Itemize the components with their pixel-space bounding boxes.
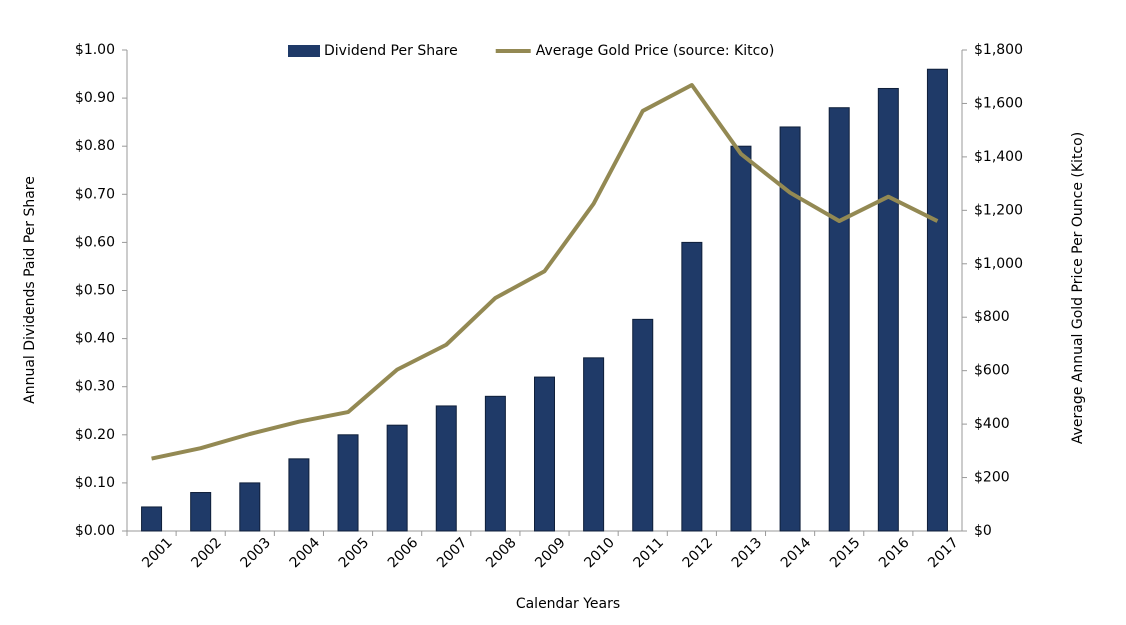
y-tick-label: $0.50 xyxy=(75,283,115,299)
bar xyxy=(779,126,801,532)
bar xyxy=(484,395,506,532)
bar xyxy=(583,357,605,532)
y2-tick-label: $1,000 xyxy=(974,256,1023,272)
y-tick-label: $0.80 xyxy=(75,138,115,154)
bar xyxy=(926,68,948,532)
y2-tick-label: $1,600 xyxy=(974,95,1023,111)
x-tick-label: 2009 xyxy=(532,535,569,572)
x-tick-label: 2014 xyxy=(778,535,815,572)
y-tick-label: $0.60 xyxy=(75,234,115,250)
x-tick-label: 2007 xyxy=(434,535,471,572)
x-tick-label: 2010 xyxy=(581,535,618,572)
bar xyxy=(828,107,850,532)
x-tick-label: 2016 xyxy=(876,535,913,572)
y-tick-label: $0.30 xyxy=(75,379,115,395)
x-tick-label: 2013 xyxy=(729,535,766,572)
y-tick-label: $0.00 xyxy=(75,523,115,539)
bar xyxy=(730,145,752,532)
bar xyxy=(141,506,163,532)
x-tick-label: 2002 xyxy=(188,535,225,572)
y-axis-title: Annual Dividends Paid Per Share xyxy=(22,176,38,404)
x-tick-label: 2017 xyxy=(925,535,962,572)
line xyxy=(151,83,939,461)
bar xyxy=(681,241,703,532)
y-tick-label: $0.40 xyxy=(75,331,115,347)
legend-label: Average Gold Price (source: Kitco) xyxy=(536,43,775,59)
bar xyxy=(534,376,555,532)
x-tick-label: 2004 xyxy=(287,535,324,572)
x-tick-label: 2012 xyxy=(680,535,717,572)
y2-tick-label: $800 xyxy=(974,309,1010,325)
x-tick-label: 2008 xyxy=(483,535,520,572)
bar xyxy=(288,458,310,532)
y2-tick-label: $1,400 xyxy=(974,149,1023,165)
y2-tick-label: $400 xyxy=(974,416,1010,432)
bar xyxy=(877,87,899,532)
bar xyxy=(190,492,212,532)
y-tick-label: $0.70 xyxy=(75,186,115,202)
y2-tick-label: $0 xyxy=(974,523,992,539)
y-tick-label: $0.90 xyxy=(75,90,115,106)
y2-tick-label: $600 xyxy=(974,363,1010,379)
legend-swatch xyxy=(288,45,320,57)
y2-axis-title: Average Annual Gold Price Per Ounce (Kit… xyxy=(1070,132,1086,444)
y-tick-label: $1.00 xyxy=(75,42,115,58)
y-tick-label: $0.10 xyxy=(75,475,115,491)
x-tick-label: 2005 xyxy=(336,535,373,572)
bar xyxy=(386,424,408,532)
bar xyxy=(239,482,261,532)
x-tick-label: 2001 xyxy=(139,535,176,572)
x-tick-label: 2011 xyxy=(630,535,667,572)
bar xyxy=(337,434,359,532)
bar xyxy=(632,318,654,532)
x-tick-label: 2003 xyxy=(238,535,275,572)
legend-label: Dividend Per Share xyxy=(324,43,458,59)
y2-tick-label: $1,200 xyxy=(974,202,1023,218)
y2-tick-label: $1,800 xyxy=(974,42,1023,58)
x-axis-title: Calendar Years xyxy=(516,596,620,612)
x-tick-label: 2006 xyxy=(385,535,422,572)
x-tick-label: 2015 xyxy=(827,535,864,572)
bar xyxy=(435,405,457,532)
y2-tick-label: $200 xyxy=(974,470,1010,486)
y-tick-label: $0.20 xyxy=(75,427,115,443)
